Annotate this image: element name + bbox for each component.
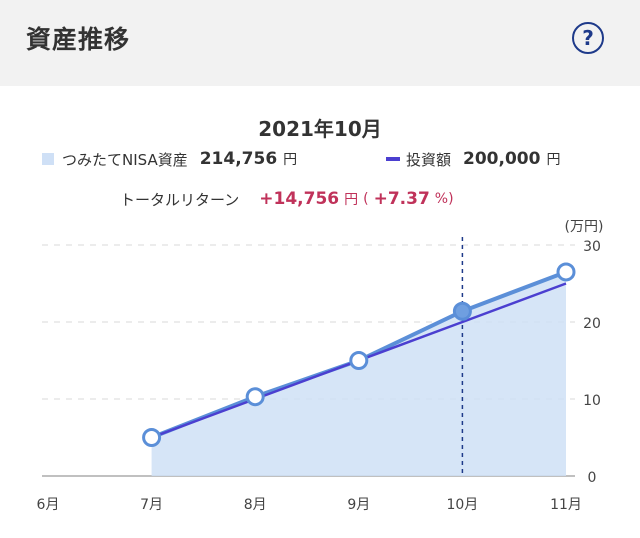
x-tick-label: 8月 [244,497,267,513]
asset-chart[interactable]: 0 10 20 30 (万円) 6月 7月 8月 9月 10月 11月 [0,200,640,538]
x-tick-label: 9月 [347,497,370,513]
return-value: +14,756 [259,189,340,209]
return-pct-unit: %) [434,191,454,207]
asset-swatch [42,153,54,165]
invest-swatch [386,157,400,161]
total-return: トータルリターン +14,756 円 ( +7.37 %) [120,187,454,211]
return-unit: 円 [344,192,359,208]
y-tick-label: 10 [583,393,601,409]
x-tick-label: 10月 [446,497,478,513]
asset-point[interactable] [556,262,576,282]
y-unit-label: (万円) [565,219,604,235]
x-tick-label: 11月 [550,497,582,513]
page-title: 資産推移 [26,25,131,54]
question-circle-icon[interactable]: ? [572,22,604,54]
return-paren-open: ( [363,191,369,207]
asset-value: 214,756 [199,149,278,169]
header-bar: 資産推移 ? [0,0,640,86]
x-tick-label: 7月 [140,497,163,513]
y-tick-label: 0 [588,470,597,486]
return-label: トータルリターン [120,190,240,209]
asset-legend: つみたてNISA資産 214,756 円 [42,147,297,171]
asset-point[interactable] [452,301,472,321]
asset-label: つみたてNISA資産 [62,150,188,169]
invest-label: 投資額 [406,150,452,169]
invest-value: 200,000 [463,149,541,169]
invest-legend: 投資額 200,000 円 [386,147,560,171]
x-tick-label: 6月 [37,497,60,513]
asset-point[interactable] [245,387,265,407]
asset-area [151,271,566,476]
asset-point[interactable] [349,351,369,370]
y-tick-label: 20 [583,316,601,332]
y-tick-label: 30 [583,239,601,255]
invest-unit: 円 [546,152,561,168]
return-pct: +7.37 [373,189,430,209]
asset-unit: 円 [283,152,298,168]
asset-point[interactable] [142,428,162,447]
selected-month: 2021年10月 [258,117,382,141]
